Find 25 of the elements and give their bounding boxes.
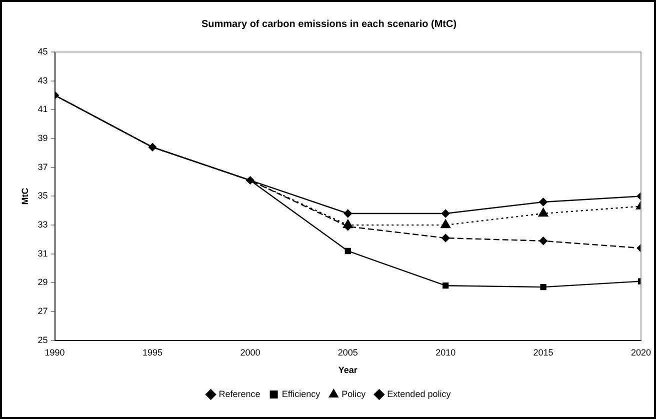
x-tick-label: 1990 (44, 347, 65, 358)
x-tick-label: 2005 (338, 347, 358, 358)
x-tick-label: 2000 (240, 347, 260, 358)
x-tick-label: 1995 (142, 347, 163, 358)
x-tick-label: 2020 (630, 347, 652, 358)
chart-title: Summary of carbon emissions in each scenario (MtC) (201, 18, 457, 30)
y-tick-label: 45 (38, 46, 48, 56)
legend-label: Reference (218, 388, 260, 399)
y-tick-label: 29 (38, 277, 48, 288)
x-axis-title: Year (338, 365, 358, 376)
legend-label: Policy (342, 388, 366, 399)
x-tick-label: 2010 (436, 347, 456, 358)
y-tick-label: 35 (38, 190, 48, 201)
legend-label: Efficiency (282, 388, 321, 399)
x-tick-label: 2015 (533, 347, 554, 358)
y-tick-label: 33 (38, 220, 48, 230)
y-tick-label: 41 (38, 104, 48, 114)
y-tick-label: 31 (38, 248, 48, 258)
y-axis-title: MtC (20, 187, 30, 205)
y-tick-label: 25 (38, 334, 48, 345)
y-tick-label: 39 (38, 133, 48, 144)
y-tick-label: 27 (38, 306, 48, 316)
y-tick-label: 37 (38, 162, 48, 172)
legend-label: Extended policy (387, 388, 452, 399)
y-tick-label: 43 (38, 75, 48, 86)
